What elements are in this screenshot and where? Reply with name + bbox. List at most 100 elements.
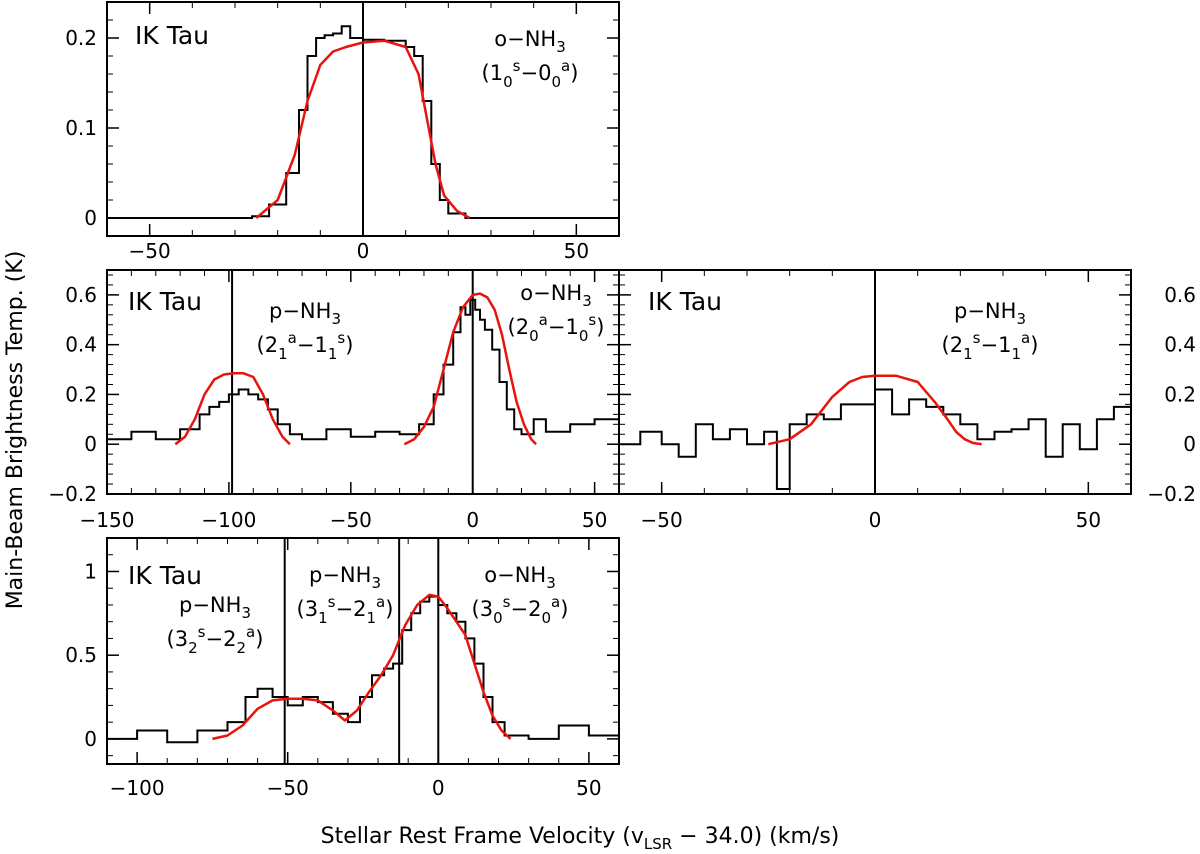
x-tick-label: −50 bbox=[330, 508, 372, 532]
transition-label: (21a−11s) bbox=[257, 329, 354, 363]
transition-part: a bbox=[246, 623, 255, 641]
y-tick-label: 0.4 bbox=[65, 333, 97, 357]
transition-part: − bbox=[981, 333, 999, 357]
transition-part: 2 bbox=[353, 597, 366, 621]
transition-part: 0 bbox=[503, 73, 513, 91]
transition-part: 0 bbox=[541, 609, 551, 627]
x-axis-label-sub: LSR bbox=[644, 835, 672, 853]
transition-part: 0 bbox=[538, 61, 551, 85]
species-text: o−NH bbox=[520, 281, 582, 305]
model-fit-line bbox=[212, 593, 512, 741]
transition-part: 0 bbox=[493, 609, 503, 627]
species-label: o−NH3 bbox=[484, 563, 556, 592]
observed-spectrum bbox=[107, 298, 620, 441]
species-text: p−NH bbox=[309, 563, 371, 587]
transition-part: 0 bbox=[551, 73, 561, 91]
y-tick-label-right: 0 bbox=[1183, 432, 1196, 456]
species-text: p−NH bbox=[179, 593, 241, 617]
model-fit-line bbox=[174, 372, 291, 446]
y-tick-label: 0.5 bbox=[65, 643, 97, 667]
transition-part: 1 bbox=[278, 345, 288, 363]
species-text: o−NH bbox=[484, 563, 546, 587]
transition-part: s bbox=[503, 593, 511, 611]
transition-part: ) bbox=[1030, 333, 1038, 357]
transition-part: ) bbox=[560, 597, 568, 621]
x-tick-label: −100 bbox=[110, 776, 165, 800]
transition-part: 1 bbox=[1011, 345, 1021, 363]
species-subscript: 3 bbox=[546, 574, 556, 592]
transition-part: ( bbox=[297, 597, 305, 621]
x-tick-label: 50 bbox=[582, 508, 607, 532]
species-label: p−NH3 bbox=[269, 299, 341, 328]
transition-part: ) bbox=[255, 627, 263, 651]
transition-part: 1 bbox=[366, 609, 376, 627]
transition-part: 0 bbox=[529, 327, 539, 345]
y-tick-label: 0 bbox=[84, 206, 97, 230]
transition-part: 3 bbox=[480, 597, 493, 621]
transition-part: 1 bbox=[314, 333, 327, 357]
y-tick-label: 0.2 bbox=[65, 382, 97, 406]
x-axis-label: Stellar Rest Frame Velocity (vLSR − 34.0… bbox=[321, 824, 840, 853]
y-tick-label-right: 0.4 bbox=[1164, 333, 1196, 357]
observed-spectrum bbox=[619, 388, 1132, 490]
y-tick-label: 0 bbox=[84, 727, 97, 751]
y-tick-label-right: 0.6 bbox=[1164, 283, 1196, 307]
x-tick-label: −50 bbox=[641, 508, 683, 532]
y-tick-label-right: −0.2 bbox=[1147, 482, 1196, 506]
x-tick-label: 50 bbox=[1076, 508, 1101, 532]
transition-part: a bbox=[539, 311, 548, 329]
transition-part: ( bbox=[472, 597, 480, 621]
species-subscript: 3 bbox=[1016, 310, 1026, 328]
transition-part: ) bbox=[570, 61, 578, 85]
transition-part: − bbox=[511, 597, 529, 621]
x-axis-label-tail: − 34.0) (km/s) bbox=[672, 824, 839, 849]
observed-spectrum bbox=[107, 595, 620, 744]
species-subscript: 3 bbox=[331, 310, 341, 328]
species-text: o−NH bbox=[494, 27, 556, 51]
species-subscript: 3 bbox=[241, 604, 251, 622]
transition-part: ( bbox=[167, 627, 175, 651]
source-label: IK Tau bbox=[128, 287, 202, 316]
panel-2-nh3-21-20: −150 −100 −50 0 50−0.200.20.40.6 IK Tau p−NH3(… bbox=[48, 269, 620, 532]
panel-3-p-nh3-21: −50 0 50−0.200.20.40.6IK Tau p−NH3(21s−11a) bbox=[618, 269, 1196, 532]
source-label: IK Tau bbox=[648, 287, 722, 316]
source-label: IK Tau bbox=[128, 561, 202, 590]
model-fit-line bbox=[768, 374, 982, 446]
x-tick-label: 0 bbox=[357, 239, 370, 263]
transition-part: s bbox=[198, 623, 206, 641]
transition-part: 1 bbox=[565, 315, 578, 339]
transition-part: 1 bbox=[328, 345, 338, 363]
x-tick-label: 0 bbox=[432, 776, 445, 800]
species-label: p−NH3 bbox=[954, 299, 1026, 328]
transition-part: 2 bbox=[236, 639, 246, 657]
transition-label: (10s−00a) bbox=[482, 57, 579, 91]
transition-part: 2 bbox=[516, 315, 529, 339]
transition-part: s bbox=[973, 329, 981, 347]
y-tick-label-right: 0.2 bbox=[1164, 382, 1196, 406]
species-subscript: 3 bbox=[556, 38, 566, 56]
transition-label: (21s−11a) bbox=[942, 329, 1039, 363]
y-tick-label: −0.2 bbox=[48, 482, 97, 506]
transition-part: 1 bbox=[318, 609, 328, 627]
x-axis-label-main: Stellar Rest Frame Velocity (v bbox=[321, 824, 644, 849]
transition-part: a bbox=[288, 329, 297, 347]
observed-spectrum bbox=[107, 25, 619, 219]
transition-part: 0 bbox=[579, 327, 589, 345]
transition-part: − bbox=[336, 597, 354, 621]
transition-part: ) bbox=[345, 333, 353, 357]
x-tick-label: −150 bbox=[80, 508, 135, 532]
transition-part: s bbox=[513, 57, 521, 75]
y-tick-label: 0 bbox=[84, 432, 97, 456]
transition-part: s bbox=[337, 329, 345, 347]
x-tick-label: −50 bbox=[129, 239, 171, 263]
transition-part: 1 bbox=[963, 345, 973, 363]
species-text: p−NH bbox=[269, 299, 331, 323]
model-fit-line bbox=[255, 39, 471, 220]
transition-part: 2 bbox=[188, 639, 198, 657]
y-tick-label: 1 bbox=[84, 559, 97, 583]
transition-part: − bbox=[521, 61, 539, 85]
transition-label: (20a−10s) bbox=[508, 311, 605, 345]
